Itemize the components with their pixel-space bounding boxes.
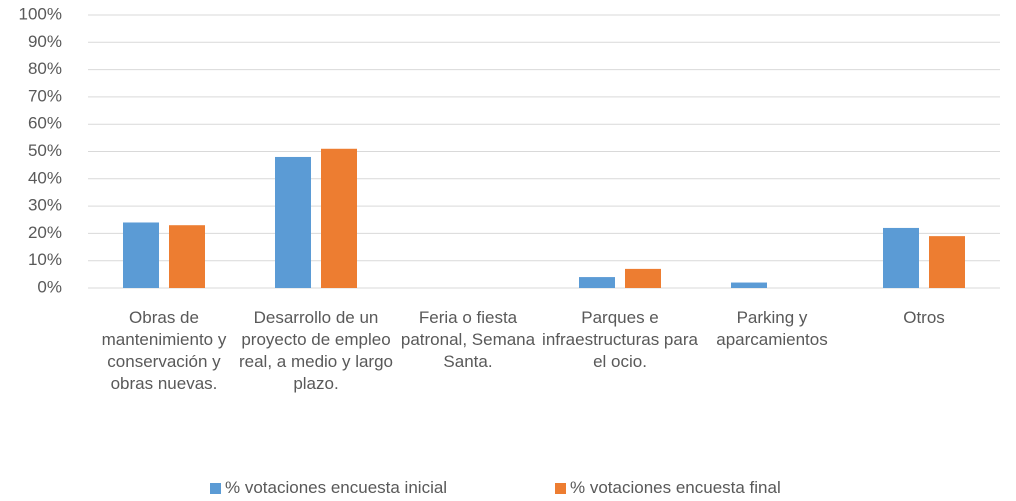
bar (883, 227, 919, 288)
legend-label: % votaciones encuesta final (570, 478, 781, 497)
y-tick-label: 50% (28, 141, 62, 160)
legend-label: % votaciones encuesta inicial (225, 478, 448, 497)
x-tick-label: Feria o fiesta patronal, Semana Santa. (400, 308, 536, 371)
bar (929, 236, 965, 288)
y-tick-label: 90% (28, 32, 62, 51)
x-tick-label: Parques e infraestructuras para el ocio. (542, 308, 698, 371)
y-tick-label: 10% (28, 250, 62, 269)
bar (123, 222, 159, 288)
legend-item: % votaciones encuesta final (555, 478, 781, 498)
bar (321, 148, 357, 288)
y-tick-label: 0% (37, 277, 62, 296)
bar (169, 225, 205, 288)
legend-item: % votaciones encuesta inicial (210, 478, 447, 498)
y-tick-label: 20% (28, 223, 62, 242)
bar (731, 282, 767, 288)
x-tick-label: Obras de mantenimiento y conservación y … (101, 308, 227, 393)
y-tick-label: 30% (28, 196, 62, 215)
bar (579, 277, 615, 288)
y-tick-label: 100% (19, 4, 62, 23)
legend-swatch (210, 482, 221, 494)
legend-swatch (555, 482, 566, 494)
y-tick-label: 60% (28, 114, 62, 133)
x-tick-label: Desarrollo de un proyecto de empleo real… (238, 308, 394, 393)
x-tick-label: Parking y aparcamientos (716, 308, 828, 349)
bar (625, 268, 661, 288)
y-tick-label: 80% (28, 59, 62, 78)
bar (275, 156, 311, 288)
y-tick-label: 70% (28, 86, 62, 105)
x-tick-label: Otros (903, 308, 945, 327)
y-tick-label: 40% (28, 168, 62, 187)
